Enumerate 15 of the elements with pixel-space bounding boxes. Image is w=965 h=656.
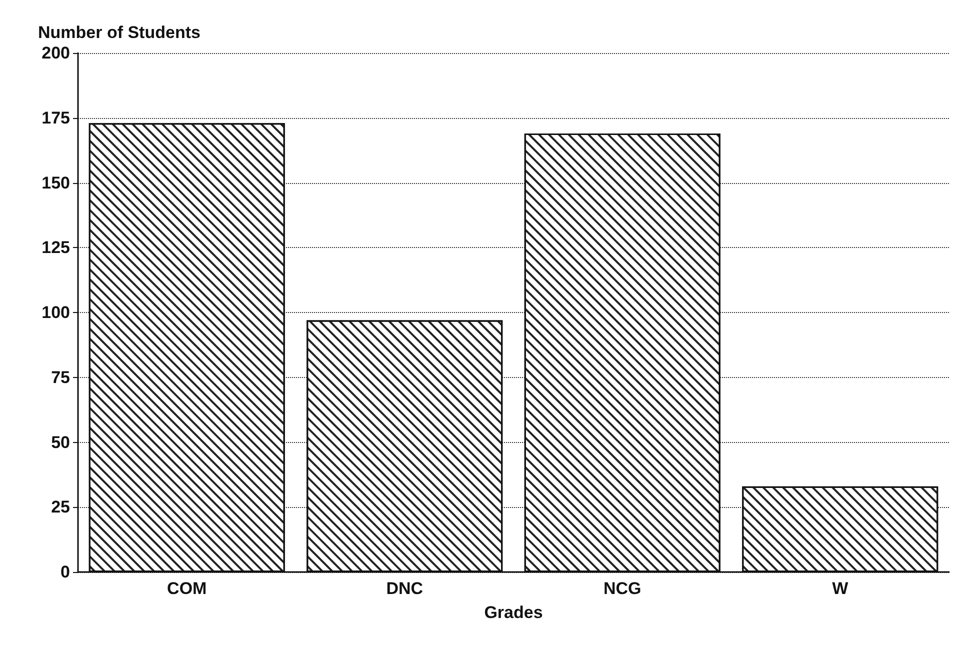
y-tick-label: 200 [42,44,70,62]
y-axis-title: Number of Students [38,23,200,42]
x-tick-label: NCG [603,579,642,598]
y-tick-label: 175 [42,108,70,128]
x-tick-label: DNC [386,579,424,598]
y-tick-label: 125 [42,238,70,258]
x-axis-title: Grades [484,603,543,622]
y-tick-label: 50 [51,432,70,452]
x-tick-label: W [832,579,850,598]
y-tick-label: 0 [60,562,70,582]
y-tick-label: 150 [42,173,70,192]
y-tick-label: 100 [42,303,70,322]
x-tick-label: COM [167,579,207,598]
y-tick-label: 25 [51,498,70,517]
y-tick-label: 75 [51,368,70,387]
